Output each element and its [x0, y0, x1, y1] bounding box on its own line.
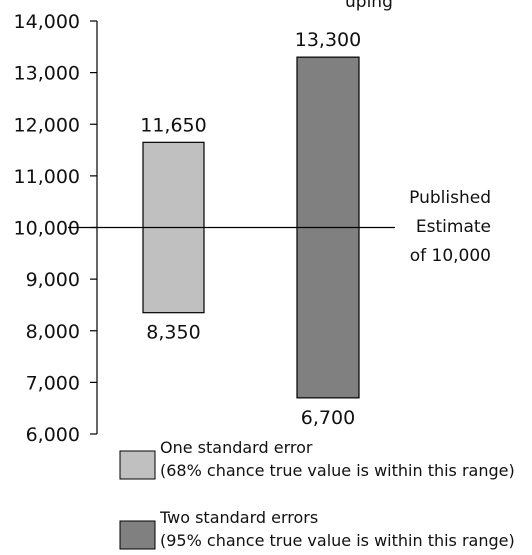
- legend-description: (68% chance true value is within this ra…: [160, 461, 515, 480]
- legend-title: Two standard errors: [159, 508, 318, 527]
- bar-high-label: 13,300: [295, 29, 361, 51]
- legend: One standard error (68% chance true value…: [119, 438, 515, 550]
- published-estimate-line: Published Estimate of 10,000: [68, 188, 491, 266]
- y-tick-label: 7,000: [26, 372, 80, 394]
- y-tick-label: 9,000: [26, 269, 80, 291]
- legend-description: (95% chance true value is within this ra…: [160, 531, 515, 550]
- y-axis: 6,000 7,000 8,000 9,000 10,000 11,000 12,000 13…: [14, 11, 98, 446]
- reference-label: Estimate: [416, 217, 491, 237]
- error-range-bars: 11,650 8,350 13,300 6,700: [140, 29, 361, 429]
- y-tick-label: 12,000: [14, 114, 80, 136]
- reference-label: of 10,000: [410, 246, 491, 266]
- reference-label: Published: [409, 188, 491, 208]
- y-tick-label: 10,000: [14, 218, 80, 240]
- y-tick-label: 13,000: [14, 63, 80, 85]
- y-tick-label: 6,000: [26, 424, 80, 446]
- y-tick-label: 11,000: [14, 166, 80, 188]
- legend-swatch: [119, 450, 156, 480]
- bar-low-label: 8,350: [146, 322, 200, 344]
- y-tick-label: 14,000: [14, 11, 80, 33]
- y-tick-label: 8,000: [26, 321, 80, 343]
- bar-high-label: 11,650: [140, 114, 206, 136]
- top-cut-text: uping: [345, 0, 393, 12]
- bar-low-label: 6,700: [301, 407, 355, 429]
- legend-swatch: [119, 520, 156, 550]
- legend-title: One standard error: [160, 438, 313, 457]
